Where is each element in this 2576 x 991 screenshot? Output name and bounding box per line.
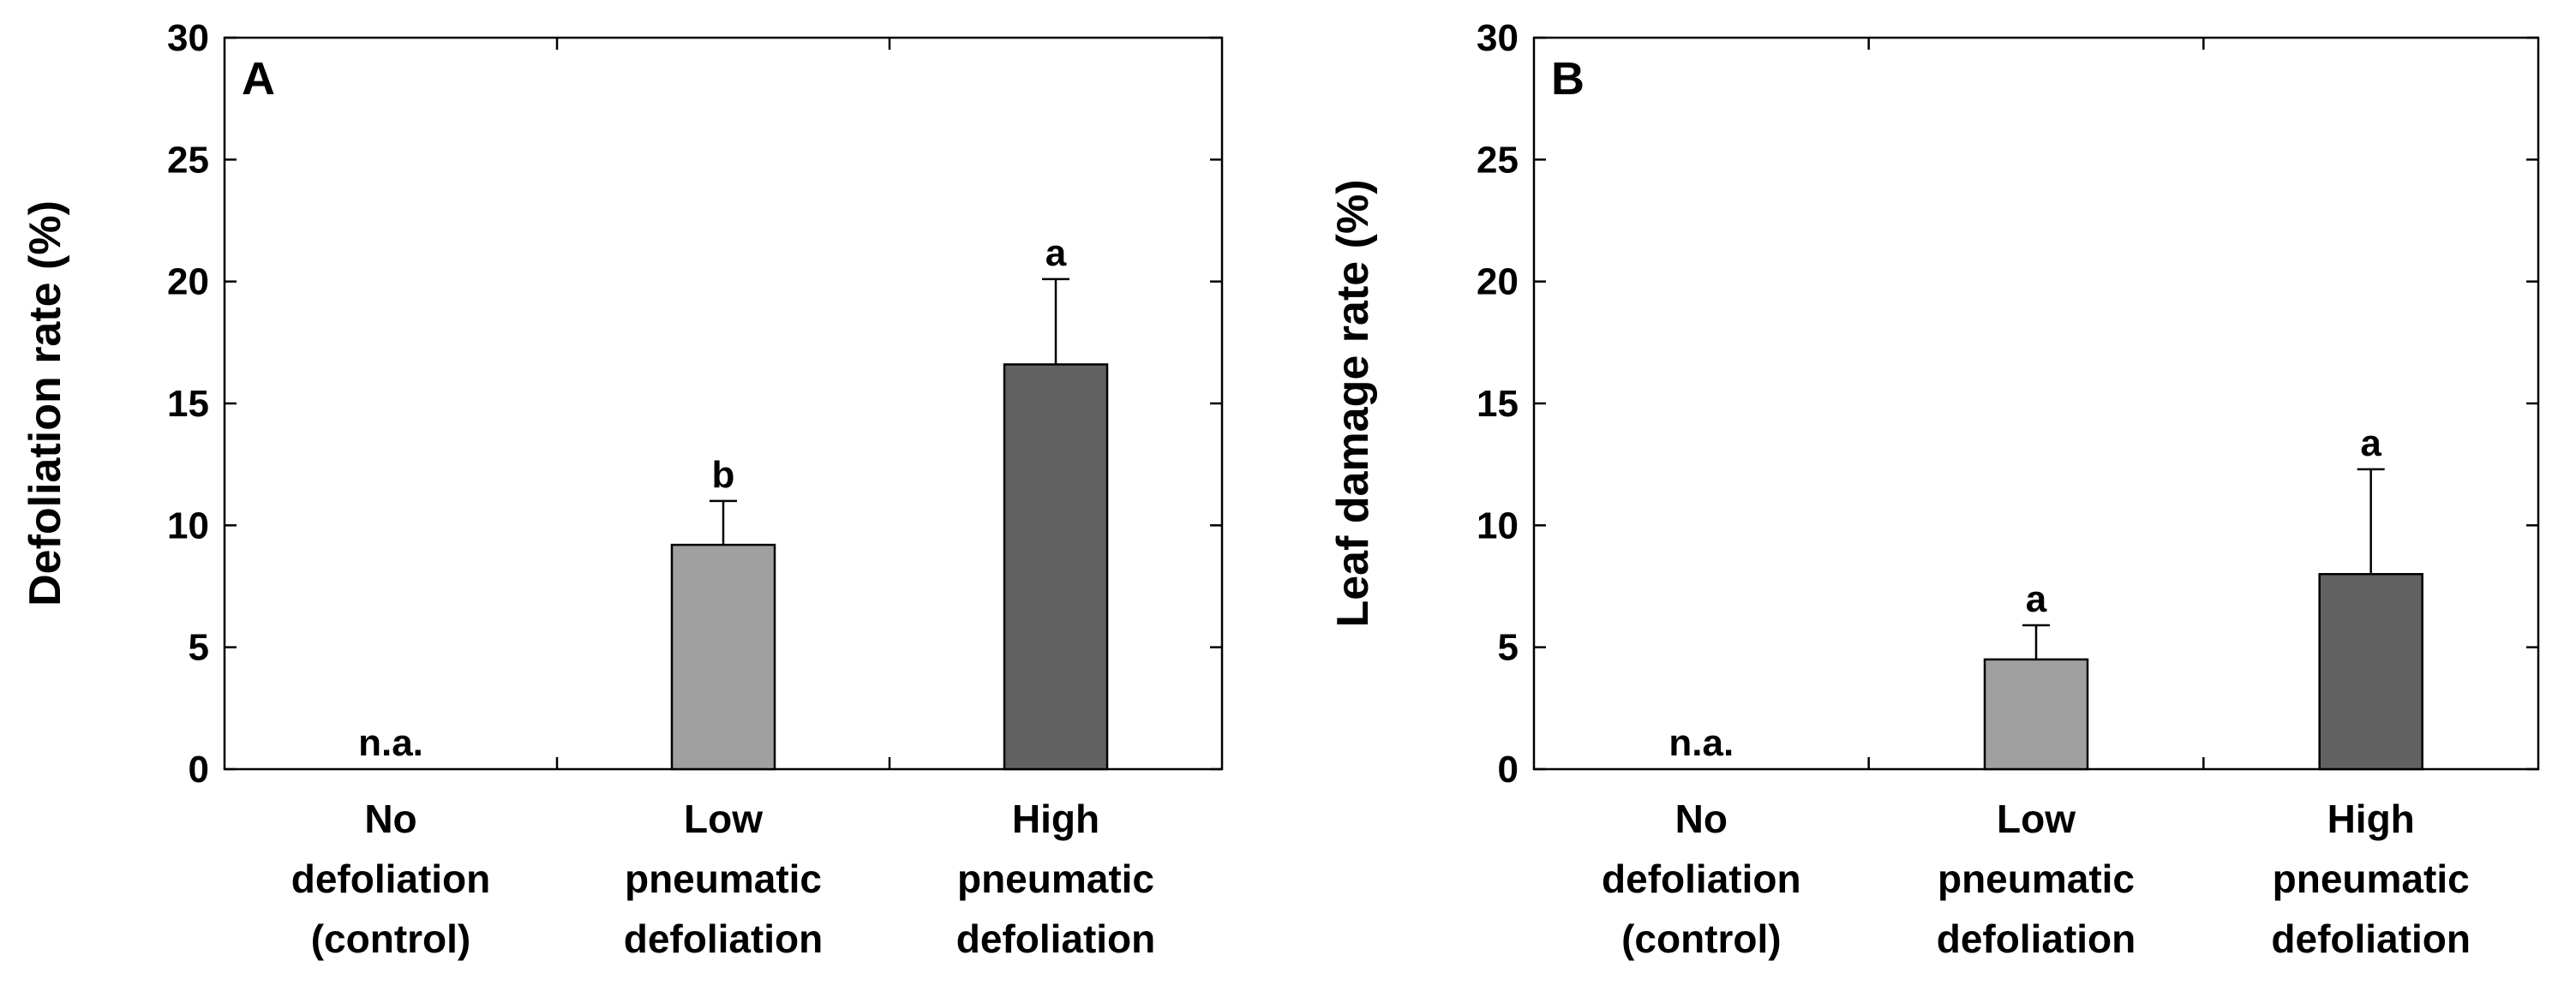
category-label: pneumatic (625, 857, 822, 901)
category-label: (control) (311, 916, 471, 961)
bar (1983, 658, 2089, 771)
panel-letter: B (1551, 53, 1585, 104)
y-tick-label: 20 (167, 261, 209, 303)
significance-label: b (712, 454, 735, 496)
category-label: defoliation (2271, 916, 2471, 961)
y-tick-label: 30 (1477, 17, 1519, 59)
na-label: n.a. (358, 722, 423, 764)
bar (1003, 363, 1109, 771)
y-tick-label: 25 (1477, 139, 1519, 181)
y-tick-label: 10 (167, 504, 209, 546)
y-tick-label: 15 (167, 383, 209, 425)
y-tick-label: 5 (189, 627, 209, 669)
y-tick-label: 0 (189, 749, 209, 791)
y-axis-title: Defoliation rate (%) (21, 200, 70, 606)
category-label: pneumatic (2273, 857, 2470, 901)
category-label: No (1675, 797, 1728, 841)
y-tick-label: 15 (1477, 383, 1519, 425)
panel-letter: A (242, 53, 275, 104)
y-tick-label: 25 (167, 139, 209, 181)
category-label: Low (1997, 797, 2076, 841)
significance-label: a (1045, 232, 1067, 274)
category-label: pneumatic (957, 857, 1154, 901)
category-label: defoliation (624, 916, 824, 961)
category-label: No (364, 797, 416, 841)
category-label: (control) (1621, 916, 1782, 961)
category-label: Low (684, 797, 763, 841)
bar (670, 543, 776, 771)
y-tick-label: 20 (1477, 261, 1519, 303)
significance-label: a (2026, 578, 2047, 620)
category-label: defoliation (1937, 916, 2136, 961)
y-tick-label: 10 (1477, 504, 1519, 546)
bar (2318, 573, 2423, 771)
y-tick-label: 30 (167, 17, 209, 59)
category-label: defoliation (1602, 857, 1801, 901)
category-label: High (1012, 797, 1099, 841)
na-label: n.a. (1668, 722, 1734, 764)
panel-a: 0 5 10 15 20 25 30 Defoliation rate (%) An.a. No d… (21, 17, 1224, 961)
panel-b: 0 5 10 15 20 25 30 Leaf damage rate (%) Bn.a. No d… (1328, 17, 2540, 961)
category-label: High (2327, 797, 2415, 841)
category-label: defoliation (956, 916, 1156, 961)
category-label: defoliation (291, 857, 491, 901)
y-tick-label: 0 (1498, 749, 1519, 791)
significance-label: a (2360, 422, 2381, 464)
y-tick-label: 5 (1498, 627, 1519, 669)
y-axis-title: Leaf damage rate (%) (1328, 179, 1378, 627)
category-label: pneumatic (1938, 857, 2135, 901)
